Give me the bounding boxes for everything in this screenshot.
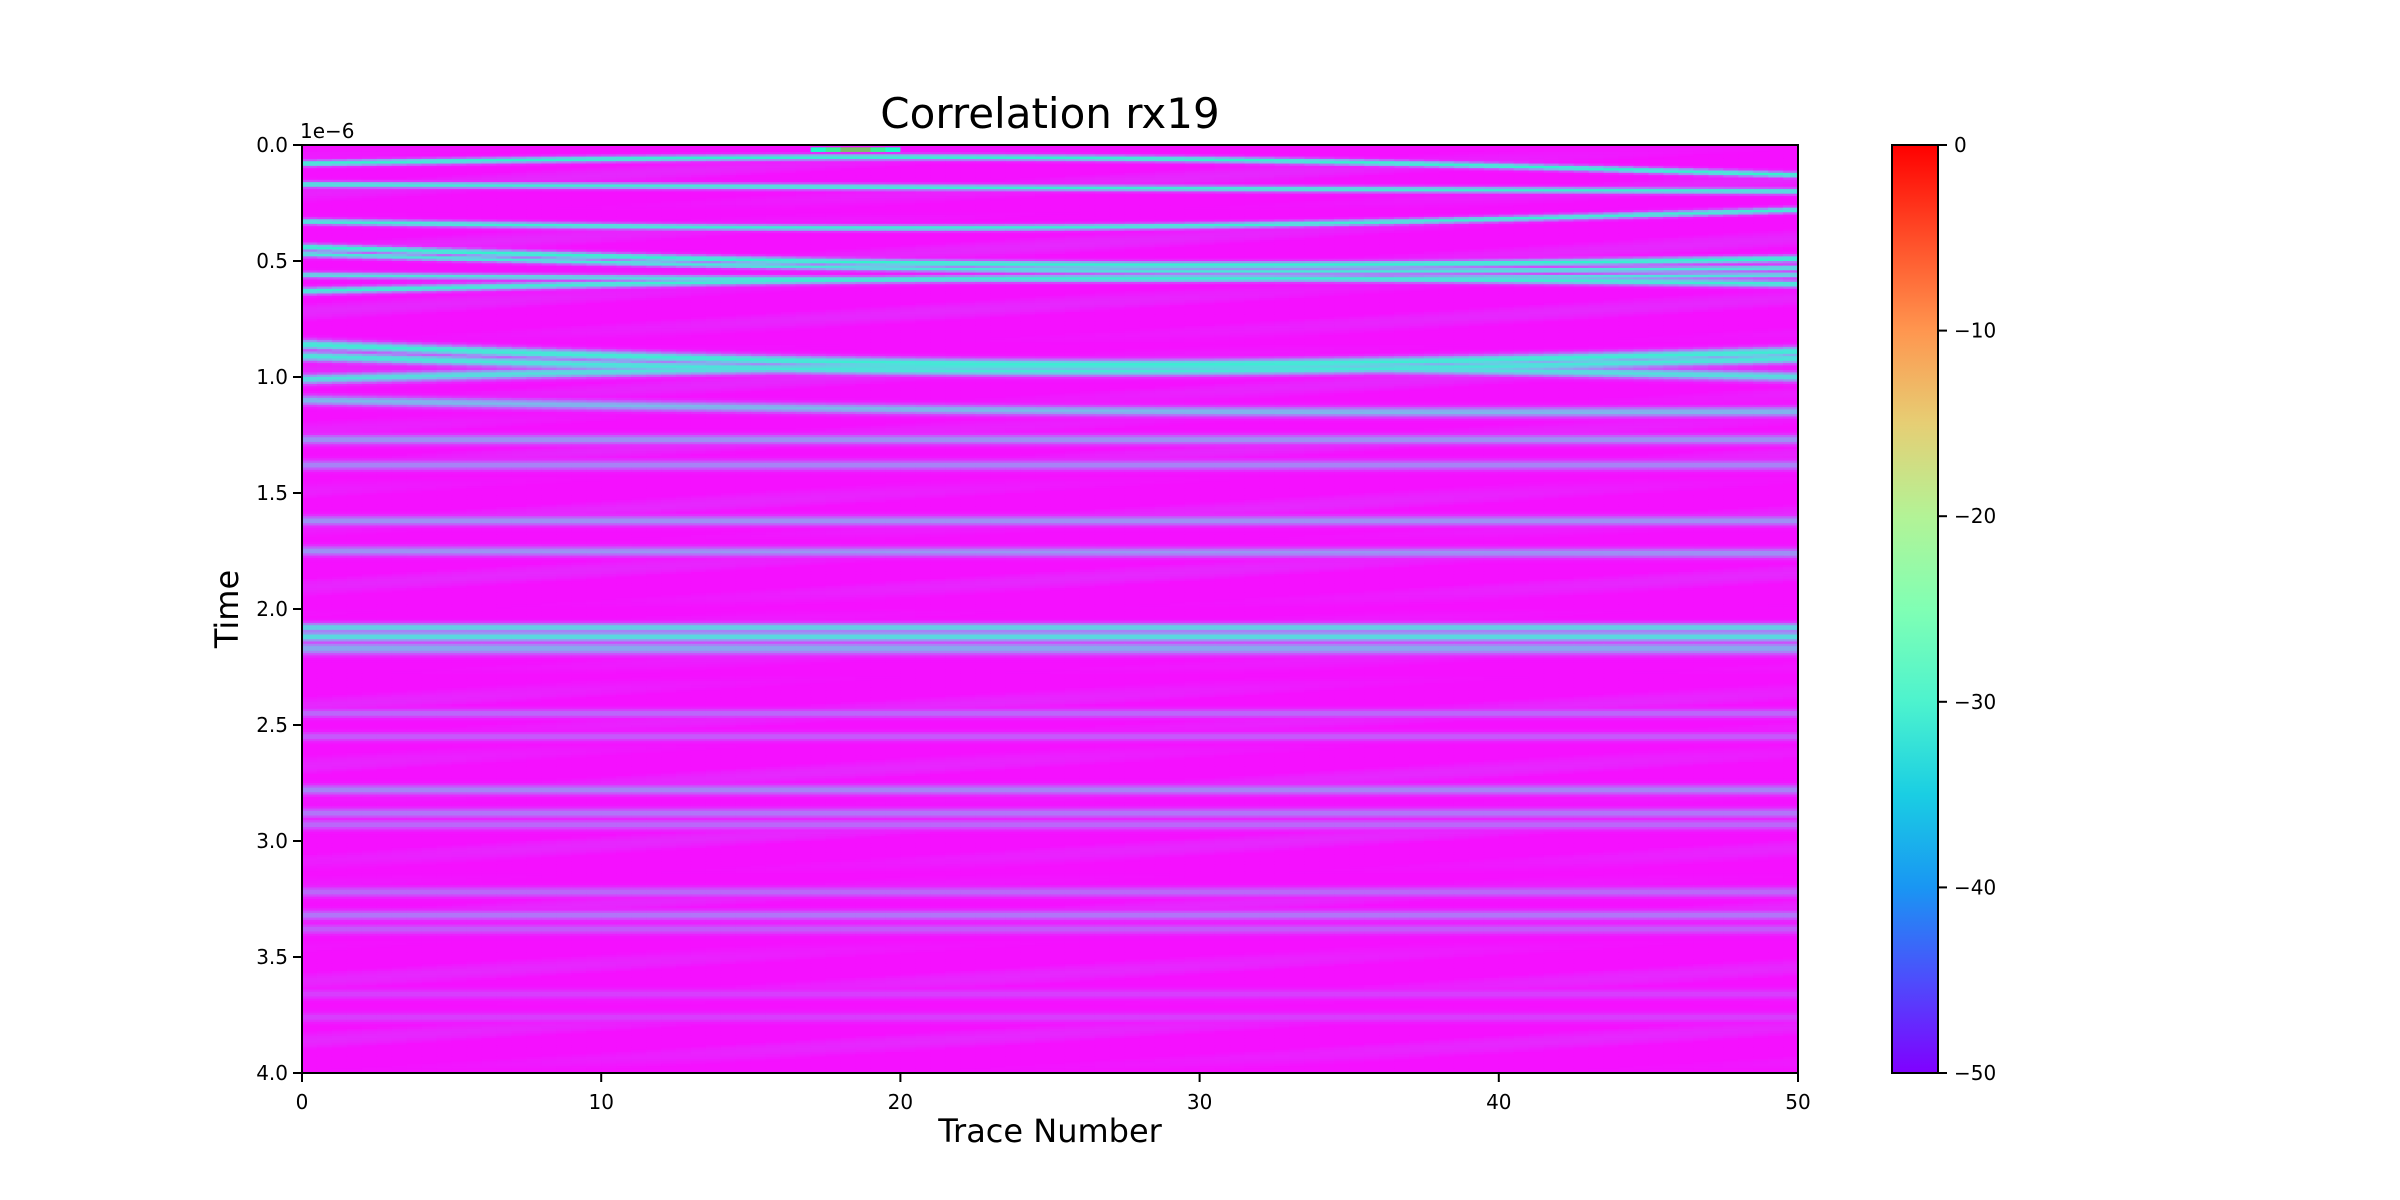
chart-title: Correlation rx19 — [880, 89, 1219, 138]
heatmap-plot-area — [302, 145, 1799, 1074]
